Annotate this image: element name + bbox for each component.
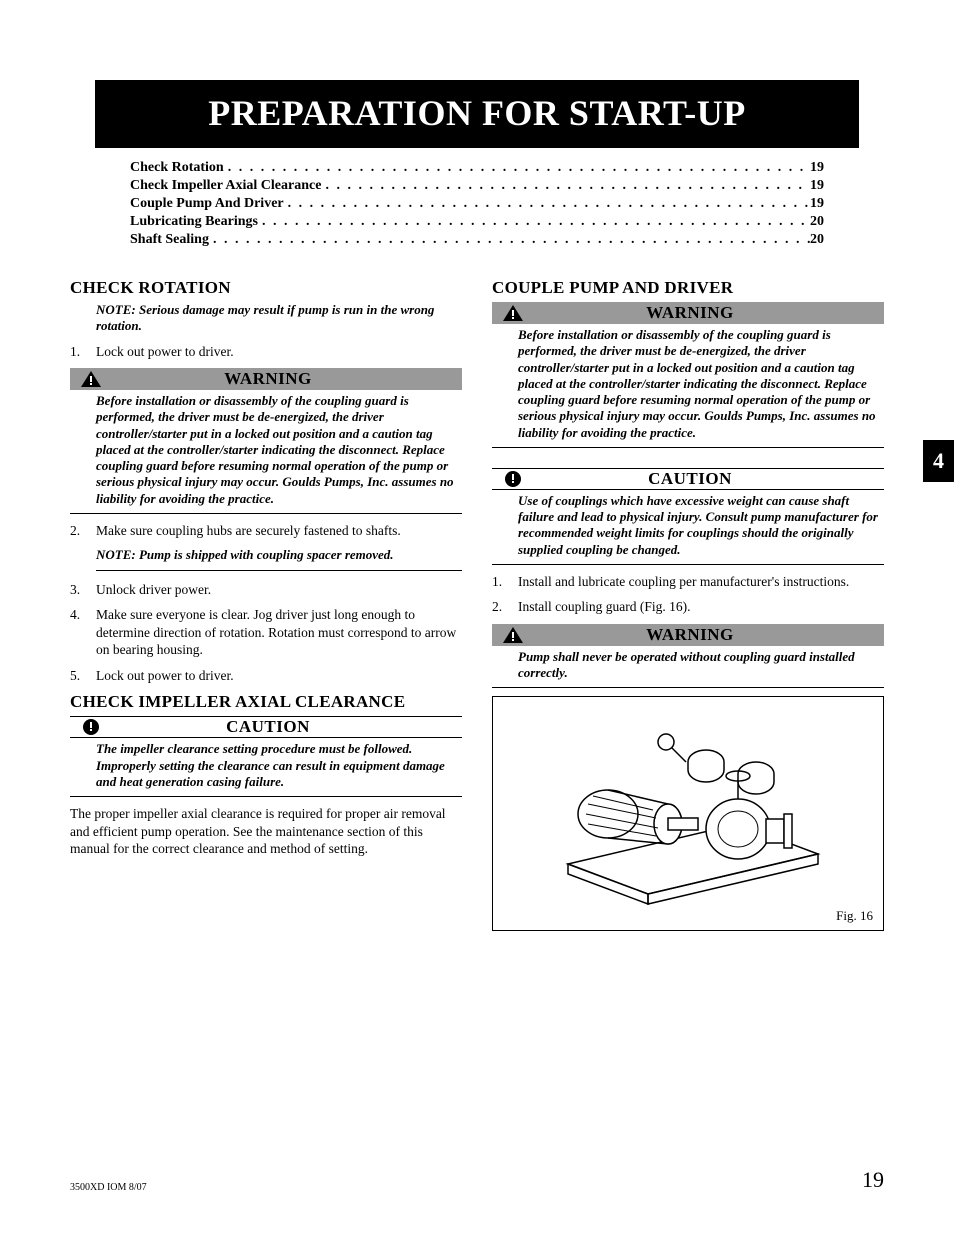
toc-dots: . . . . . . . . . . . . . . . . . . . . … xyxy=(224,160,810,176)
toc-row: Shaft Sealing . . . . . . . . . . . . . … xyxy=(130,232,824,248)
list-item: 5. Lock out power to driver. xyxy=(70,667,462,685)
list-text: Lock out power to driver. xyxy=(96,343,462,361)
list-number: 1. xyxy=(70,343,96,361)
body-paragraph: The proper impeller axial clearance is r… xyxy=(70,805,462,858)
list-text: Unlock driver power. xyxy=(96,581,462,599)
list-number: 2. xyxy=(70,522,96,540)
caution-circle-icon xyxy=(496,470,530,488)
list-text: Make sure everyone is clear. Jog driver … xyxy=(96,606,462,659)
toc-page: 19 xyxy=(810,178,824,194)
caution-body: The impeller clearance setting procedure… xyxy=(70,738,462,797)
toc-row: Check Impeller Axial Clearance . . . . .… xyxy=(130,178,824,194)
list-item: 2. Make sure coupling hubs are securely … xyxy=(70,522,462,540)
left-column: CHECK ROTATION NOTE: Serious damage may … xyxy=(70,278,462,931)
figure-caption: Fig. 16 xyxy=(836,908,873,924)
toc-page: 20 xyxy=(810,214,824,230)
warning-label: WARNING xyxy=(530,303,884,323)
caution-circle-icon xyxy=(74,718,108,736)
table-of-contents: Check Rotation . . . . . . . . . . . . .… xyxy=(130,160,824,248)
toc-row: Check Rotation . . . . . . . . . . . . .… xyxy=(130,160,824,176)
heading-couple-pump: COUPLE PUMP AND DRIVER xyxy=(492,278,884,298)
toc-dots: . . . . . . . . . . . . . . . . . . . . … xyxy=(209,232,810,248)
toc-row: Lubricating Bearings . . . . . . . . . .… xyxy=(130,214,824,230)
toc-dots: . . . . . . . . . . . . . . . . . . . . … xyxy=(321,178,810,194)
caution-label: CAUTION xyxy=(530,469,884,489)
toc-page: 19 xyxy=(810,196,824,212)
warning-header: WARNING xyxy=(70,368,462,390)
toc-page: 19 xyxy=(810,160,824,176)
toc-dots: . . . . . . . . . . . . . . . . . . . . … xyxy=(258,214,810,230)
list-number: 5. xyxy=(70,667,96,685)
warning-header: WARNING xyxy=(492,302,884,324)
warning-triangle-icon xyxy=(496,304,530,322)
warning-body: Pump shall never be operated without cou… xyxy=(492,646,884,689)
list-text: Install and lubricate coupling per manuf… xyxy=(518,573,884,591)
heading-impeller-clearance: CHECK IMPELLER AXIAL CLEARANCE xyxy=(70,692,462,712)
warning-body: Before installation or disassembly of th… xyxy=(492,324,884,448)
toc-row: Couple Pump And Driver . . . . . . . . .… xyxy=(130,196,824,212)
warning-label: WARNING xyxy=(530,625,884,645)
list-number: 4. xyxy=(70,606,96,659)
toc-label: Couple Pump And Driver xyxy=(130,196,284,212)
list-number: 3. xyxy=(70,581,96,599)
list-text: Lock out power to driver. xyxy=(96,667,462,685)
list-item: 2. Install coupling guard (Fig. 16). xyxy=(492,598,884,616)
warning-body: Before installation or disassembly of th… xyxy=(70,390,462,514)
section-tab: 4 xyxy=(923,440,954,482)
note-text: NOTE: Serious damage may result if pump … xyxy=(96,302,462,335)
heading-check-rotation: CHECK ROTATION xyxy=(70,278,462,298)
list-number: 2. xyxy=(492,598,518,616)
content-columns: CHECK ROTATION NOTE: Serious damage may … xyxy=(70,278,884,931)
figure-16: Fig. 16 xyxy=(492,696,884,931)
caution-header: CAUTION xyxy=(70,716,462,738)
list-text: Install coupling guard (Fig. 16). xyxy=(518,598,884,616)
right-column: COUPLE PUMP AND DRIVER WARNING Before in… xyxy=(492,278,884,931)
toc-label: Check Impeller Axial Clearance xyxy=(130,178,321,194)
footer-doc-id: 3500XD IOM 8/07 xyxy=(70,1182,147,1193)
list-item: 3. Unlock driver power. xyxy=(70,581,462,599)
warning-triangle-icon xyxy=(496,626,530,644)
list-item: 4. Make sure everyone is clear. Jog driv… xyxy=(70,606,462,659)
warning-triangle-icon xyxy=(74,370,108,388)
warning-label: WARNING xyxy=(108,369,462,389)
chapter-title: PREPARATION FOR START-UP xyxy=(95,80,859,148)
toc-dots: . . . . . . . . . . . . . . . . . . . . … xyxy=(284,196,810,212)
toc-label: Lubricating Bearings xyxy=(130,214,258,230)
list-text: Make sure coupling hubs are securely fas… xyxy=(96,522,462,540)
list-number: 1. xyxy=(492,573,518,591)
caution-label: CAUTION xyxy=(108,717,462,737)
warning-header: WARNING xyxy=(492,624,884,646)
caution-header: CAUTION xyxy=(492,468,884,490)
list-item: 1. Install and lubricate coupling per ma… xyxy=(492,573,884,591)
page: PREPARATION FOR START-UP Check Rotation … xyxy=(0,0,954,1235)
toc-label: Shaft Sealing xyxy=(130,232,209,248)
pump-diagram-icon xyxy=(538,714,838,914)
toc-label: Check Rotation xyxy=(130,160,224,176)
page-footer: 3500XD IOM 8/07 19 xyxy=(70,1167,884,1193)
note-block: NOTE: Pump is shipped with coupling spac… xyxy=(96,547,462,570)
caution-body: Use of couplings which have excessive we… xyxy=(492,490,884,565)
toc-page: 20 xyxy=(810,232,824,248)
footer-page-number: 19 xyxy=(862,1167,884,1193)
list-item: 1. Lock out power to driver. xyxy=(70,343,462,361)
